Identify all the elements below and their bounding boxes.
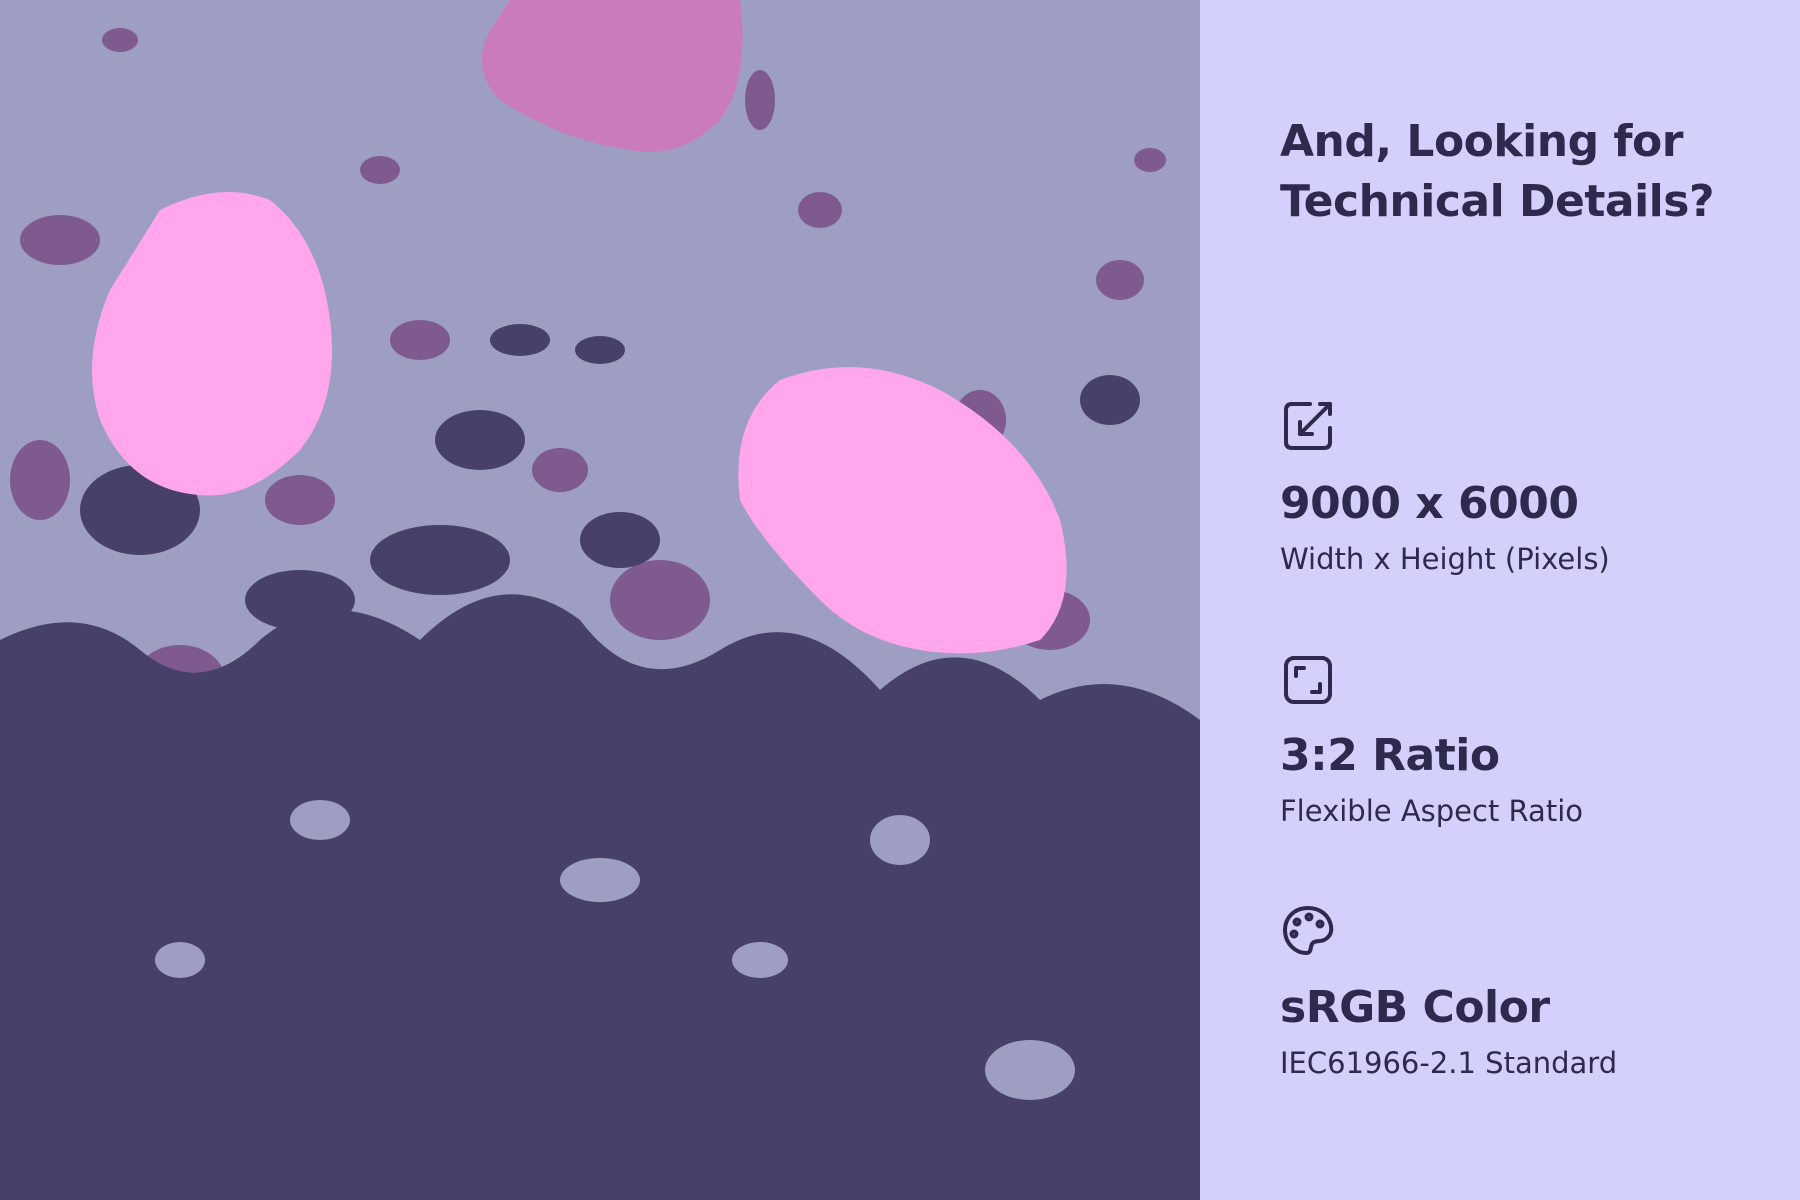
resize-arrow-icon: [1284, 402, 1332, 450]
pink-blob-right: [738, 367, 1067, 654]
light-holes: [155, 800, 1075, 1100]
magenta-blob: [482, 0, 743, 152]
dimensions-subtitle: Width x Height (Pixels): [1280, 542, 1610, 576]
title-line-1: And, Looking for: [1280, 116, 1683, 167]
color-subtitle: IEC61966-2.1 Standard: [1280, 1046, 1618, 1080]
palette-icon: [1283, 906, 1334, 955]
technical-details-panel: And, Looking for Technical Details? 9000…: [1200, 0, 1800, 1200]
abstract-artwork: [0, 0, 1200, 1200]
pink-blob-left: [92, 192, 332, 496]
ratio-heading: 3:2 Ratio: [1280, 730, 1500, 781]
dimensions-heading: 9000 x 6000: [1280, 478, 1579, 529]
ratio-subtitle: Flexible Aspect Ratio: [1280, 794, 1583, 828]
color-heading: sRGB Color: [1280, 982, 1550, 1033]
aspect-ratio-icon: [1284, 656, 1332, 704]
title-line-2: Technical Details?: [1280, 176, 1714, 227]
panel-title: And, Looking for Technical Details?: [1280, 112, 1780, 232]
